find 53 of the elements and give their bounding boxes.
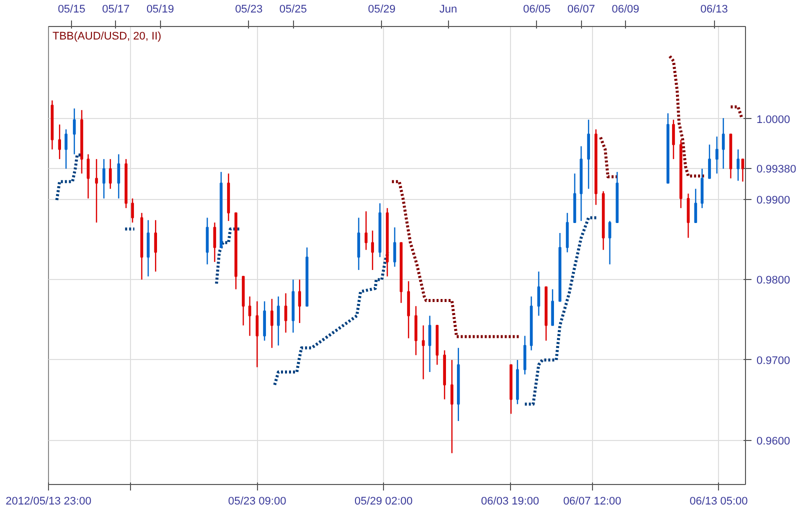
x2-tick-label: 05/17 — [102, 4, 130, 16]
candlestick — [722, 118, 725, 170]
candlestick — [248, 296, 252, 336]
candlestick — [284, 292, 288, 334]
x2-tick-label: 06/09 — [612, 4, 640, 16]
candlestick — [393, 226, 396, 268]
candlestick — [364, 210, 368, 250]
x2-tick-label: 05/23 — [235, 4, 263, 16]
x2-tick-label: 05/15 — [58, 4, 86, 16]
candlestick — [213, 222, 216, 263]
x-tick-label: 06/03 19:00 — [481, 496, 540, 508]
candlestick — [256, 300, 259, 368]
x2-tick-label: 06/05 — [523, 4, 551, 16]
candlestick — [95, 158, 98, 224]
candlestick — [694, 188, 698, 224]
candlestick — [422, 324, 425, 380]
x2-tick-label: 05/29 — [368, 4, 396, 16]
candlestick — [270, 298, 274, 349]
candlestick — [736, 148, 740, 182]
x2-tick-label: 05/25 — [279, 4, 307, 16]
candlestick — [154, 220, 158, 272]
x2-tick-label: 05/19 — [146, 4, 174, 16]
y-tick-label: 0.9700 — [756, 354, 790, 367]
x-tick-label: 06/13 05:00 — [690, 496, 748, 508]
x2-tick-label: 06/07 — [567, 4, 595, 16]
y-tick-label: 0.9900 — [756, 194, 790, 206]
candlestick — [108, 158, 112, 190]
x-tick-label: 2012/05/13 23:00 — [6, 496, 92, 508]
y-tick-label: 0.9800 — [756, 274, 790, 287]
candlestick — [102, 158, 106, 200]
x-tick-label: 05/29 02:00 — [354, 496, 413, 508]
x-tick-label: 05/23 09:00 — [228, 496, 286, 508]
y-tick-label: 0.99380 — [756, 164, 796, 176]
candlestick — [672, 119, 675, 160]
x-tick-label: 06/07 12:00 — [563, 496, 622, 508]
candlestick — [131, 198, 134, 224]
candlestick — [86, 154, 90, 200]
candlestick — [298, 279, 302, 324]
y-tick-label: 1.0000 — [756, 114, 790, 126]
candlestick — [58, 124, 61, 160]
candlestick — [708, 144, 711, 179]
candlestick — [450, 359, 454, 454]
candlestick — [117, 154, 120, 200]
x2-tick-label: 06/13 — [700, 4, 728, 16]
chart-title: TBB(AUD/USD, 20, II) — [52, 30, 162, 42]
candlestick — [608, 220, 612, 265]
y-tick-label: 0.9600 — [756, 435, 790, 448]
candlestick — [715, 136, 718, 174]
x2-tick-label: Jun — [439, 4, 458, 16]
candlestick — [371, 230, 374, 271]
candlestick — [64, 128, 68, 170]
candlestick — [276, 296, 280, 346]
candlestick — [72, 108, 76, 155]
